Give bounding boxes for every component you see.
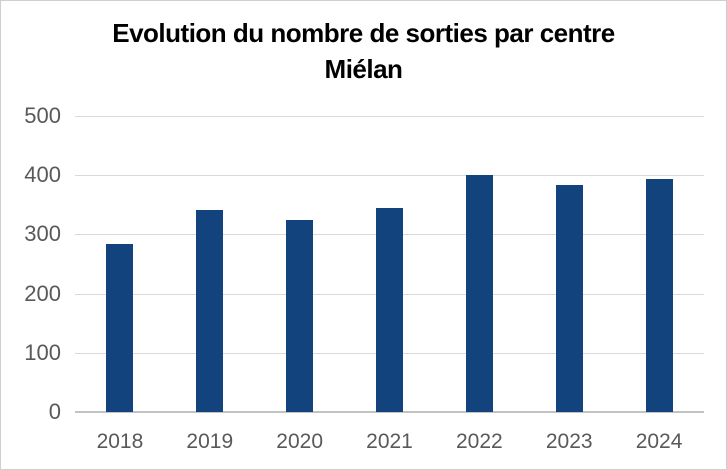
bar xyxy=(645,178,673,412)
chart-title: Evolution du nombre de sorties par centr… xyxy=(1,15,726,87)
y-axis-tick-label: 300 xyxy=(24,221,61,247)
gridline xyxy=(75,175,704,177)
x-axis-tick-label: 2023 xyxy=(545,430,593,453)
gridline xyxy=(75,116,704,117)
bar xyxy=(376,208,403,412)
bar xyxy=(106,243,134,412)
x-axis-tick-label: 2018 xyxy=(96,430,144,453)
y-axis-tick-label: 0 xyxy=(48,399,61,424)
bar xyxy=(286,220,314,412)
x-axis-tick-label: 2024 xyxy=(635,430,683,453)
x-axis-line xyxy=(75,411,704,413)
chart-title-line-1: Evolution du nombre de sorties par centr… xyxy=(112,18,615,48)
bar xyxy=(555,184,583,412)
bar xyxy=(196,209,224,412)
x-axis-tick-label: 2019 xyxy=(186,430,234,453)
y-axis-tick-label: 500 xyxy=(24,103,61,128)
x-axis-tick-label: 2021 xyxy=(366,430,413,453)
x-axis-tick-label: 2022 xyxy=(455,430,503,453)
chart-title-line-2: Miélan xyxy=(324,54,403,84)
y-axis-tick-label: 100 xyxy=(24,339,61,365)
y-axis-tick-label: 400 xyxy=(24,162,61,188)
y-axis-tick-label: 200 xyxy=(24,280,61,306)
bar xyxy=(465,175,493,412)
x-axis-tick-label: 2020 xyxy=(276,430,323,453)
